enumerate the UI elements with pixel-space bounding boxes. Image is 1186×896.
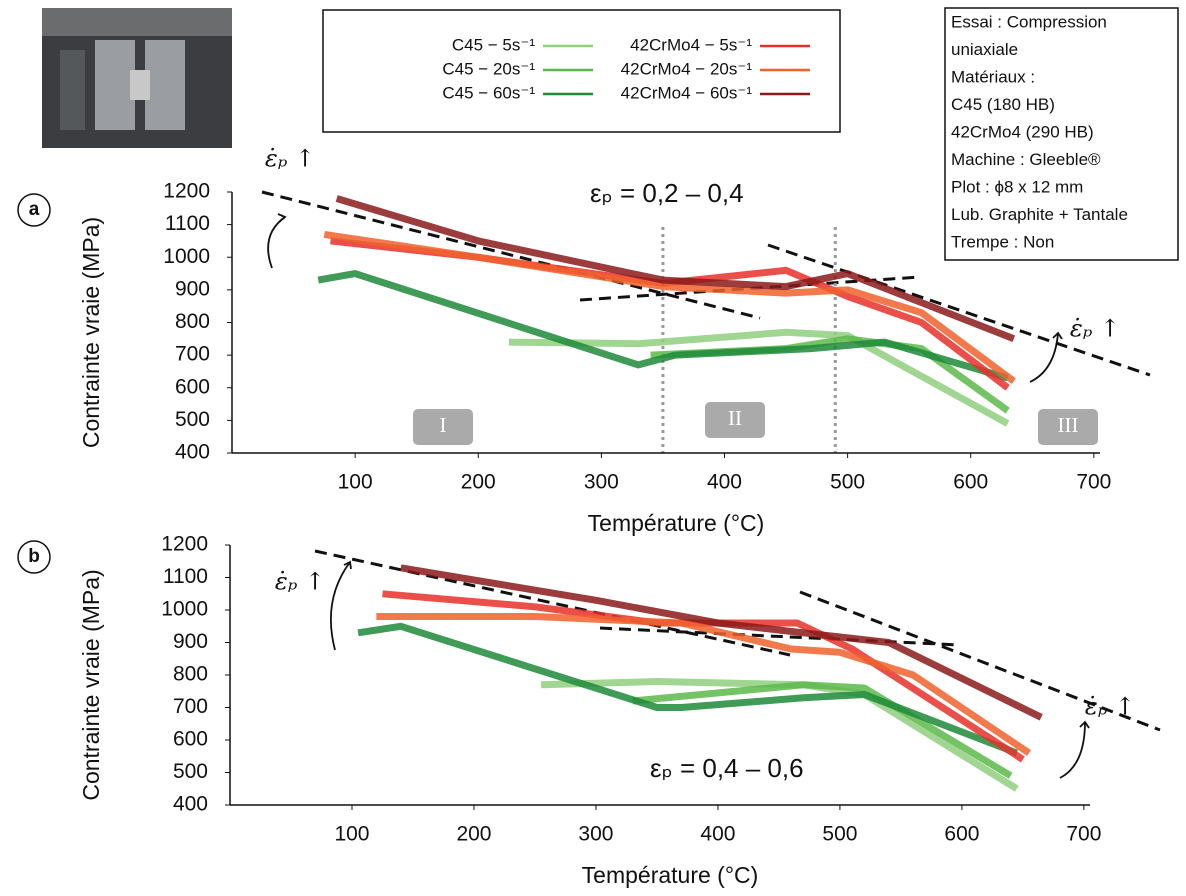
y-tick-label: 700 (173, 695, 208, 718)
regime-box (705, 402, 765, 438)
x-tick-label: 500 (830, 471, 865, 494)
x-axis-title: Température (°C) (588, 510, 765, 536)
legend-label: C45 − 5s⁻¹ (452, 35, 535, 54)
panel-label: b (28, 546, 40, 567)
x-tick-label: 600 (944, 823, 979, 846)
series-line (400, 564, 1043, 721)
legend-label: 42CrMo4 − 60s⁻¹ (621, 83, 753, 102)
regime-box (1038, 409, 1098, 445)
rate-annotation: ε̇ₚ ↑ (1070, 315, 1120, 343)
y-tick-label: 1000 (163, 245, 210, 268)
series-line (632, 681, 1013, 779)
y-tick-label: 1100 (163, 565, 208, 588)
annotation: εₚ = 0,4 – 0,6 (650, 753, 804, 783)
regime-box (413, 409, 473, 445)
series-line (335, 195, 1016, 343)
x-tick-label: 400 (700, 823, 735, 846)
info-line: Machine : Gleeble® (951, 150, 1101, 169)
y-tick-label: 900 (173, 630, 208, 653)
series-line (508, 328, 1010, 427)
info-box (944, 7, 1179, 261)
y-tick-label: 800 (173, 663, 208, 686)
series-line (317, 270, 1009, 382)
x-tick-label: 500 (822, 823, 857, 846)
info-line: Matériaux : (951, 67, 1035, 86)
x-tick-label: 300 (584, 471, 619, 494)
rate-annotation: ε̇ₚ ↑ (275, 568, 325, 596)
legend-label: 42CrMo4 − 5s⁻¹ (630, 35, 752, 54)
rate-annotation: ε̇ₚ ↑ (1085, 693, 1135, 721)
trend-lines (261, 190, 1161, 732)
x-tick-label: 700 (1076, 471, 1111, 494)
y-tick-label: 500 (173, 760, 208, 783)
regime-label: III (1058, 413, 1079, 437)
series-line (376, 613, 1031, 756)
regime-label: I (440, 413, 447, 437)
info-line: Lub. Graphite + Tantale (951, 205, 1128, 224)
panel-label: a (29, 199, 40, 220)
legend-label: 42CrMo4 − 20s⁻¹ (621, 59, 753, 78)
y-tick-label: 500 (175, 408, 210, 431)
legend-label: C45 − 20s⁻¹ (442, 59, 535, 78)
y-tick-label: 900 (175, 277, 210, 300)
y-tick-label: 400 (173, 793, 208, 816)
x-tick-label: 300 (578, 823, 613, 846)
x-tick-label: 600 (953, 471, 988, 494)
y-axis-title: Contrainte vraie (MPa) (78, 569, 104, 800)
series-line (323, 230, 1016, 385)
x-tick-label: 700 (1066, 823, 1101, 846)
regime-label: II (728, 406, 742, 430)
y-tick-label: 1000 (161, 598, 208, 621)
x-tick-label: 100 (338, 471, 373, 494)
info-line: 42CrMo4 (290 HB) (951, 122, 1094, 141)
x-tick-label: 100 (334, 823, 369, 846)
x-tick-label: 400 (707, 471, 742, 494)
panel-labels (17, 193, 51, 574)
info-line: C45 (180 HB) (951, 95, 1055, 114)
y-axis-title: Contrainte vraie (MPa) (78, 217, 104, 448)
x-tick-label: 200 (456, 823, 491, 846)
annotation: εₚ = 0,2 – 0,4 (590, 178, 744, 208)
info-line: Trempe : Non (951, 232, 1054, 251)
x-axis-title: Température (°C) (582, 862, 759, 888)
info-line: Plot : ϕ8 x 12 mm (951, 177, 1083, 196)
y-tick-label: 600 (175, 375, 210, 398)
y-tick-label: 1100 (165, 212, 210, 235)
y-tick-label: 400 (175, 441, 210, 464)
y-tick-label: 1200 (161, 533, 208, 556)
photo (42, 8, 232, 148)
info-line: uniaxiale (951, 40, 1018, 59)
y-tick-label: 700 (175, 343, 210, 366)
arrows (267, 213, 1090, 779)
legend-label: C45 − 60s⁻¹ (442, 83, 535, 102)
y-tick-label: 800 (175, 310, 210, 333)
series-line (357, 622, 1019, 757)
info-line: Essai : Compression (951, 12, 1107, 31)
rate-annotation: ε̇ₚ ↑ (265, 145, 315, 173)
y-tick-label: 1200 (163, 180, 210, 203)
y-tick-label: 600 (173, 728, 208, 751)
x-tick-label: 200 (461, 471, 496, 494)
